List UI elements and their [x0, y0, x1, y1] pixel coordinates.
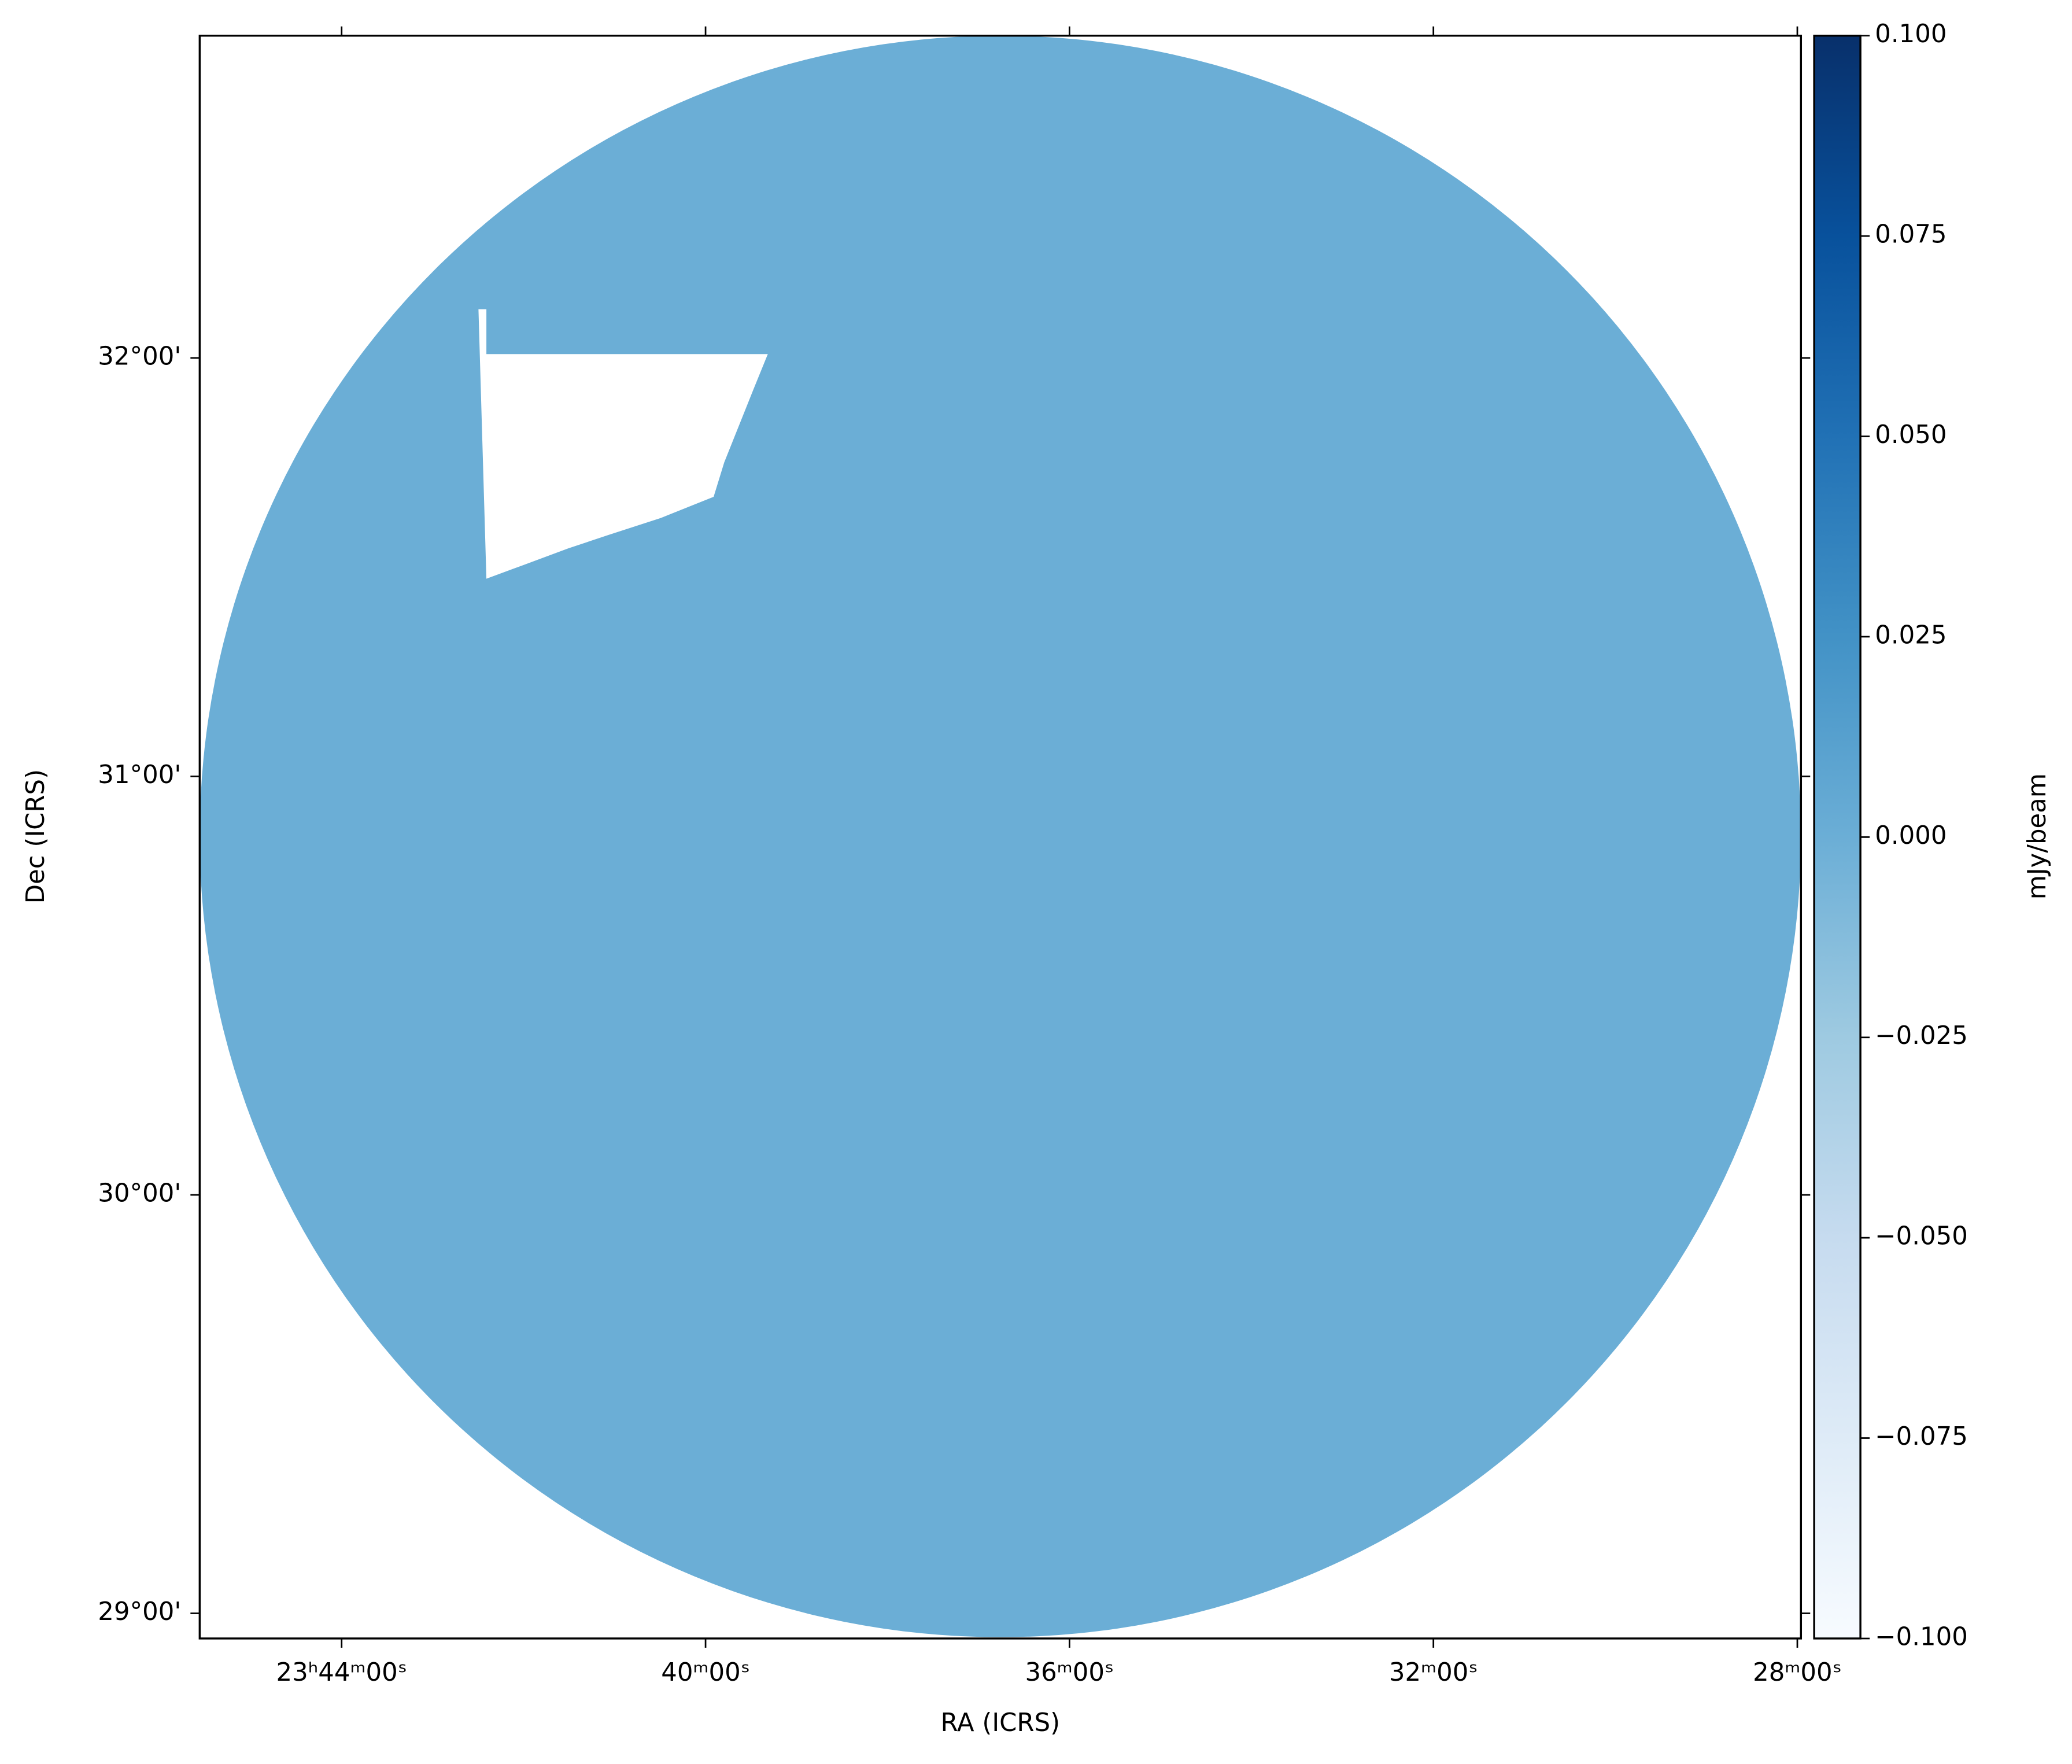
- colorbar-tick-label: −0.025: [1875, 1021, 1968, 1050]
- x-tick-label: 28ᵐ00ˢ: [1753, 1658, 1842, 1687]
- y-tick-label: 30°00': [98, 1179, 181, 1208]
- colorbar-tick-label: −0.100: [1875, 1622, 1968, 1651]
- sky-image: [200, 36, 1801, 1637]
- image-layer: [200, 36, 1801, 1637]
- x-tick-label: 36ᵐ00ˢ: [1025, 1658, 1114, 1687]
- x-tick-label: 23ʰ44ᵐ00ˢ: [276, 1658, 407, 1687]
- plot-frame: [198, 34, 1803, 1640]
- masked-region: [478, 309, 768, 579]
- colorbar-tick-label: 0.075: [1875, 220, 1947, 249]
- y-tick-label: 32°00': [98, 342, 181, 371]
- y-axis-label: Dec (ICRS): [21, 769, 50, 903]
- colorbar-label: mJy/beam: [2023, 773, 2052, 899]
- colorbar-tick-label: 0.000: [1875, 821, 1947, 850]
- colorbar-tick-label: 0.025: [1875, 621, 1947, 649]
- colorbar-tick-label: 0.050: [1875, 420, 1947, 449]
- x-tick-label: 40ᵐ00ˢ: [661, 1658, 750, 1687]
- colorbar-tick-label: 0.100: [1875, 20, 1947, 49]
- y-tick-label: 29°00': [98, 1597, 181, 1626]
- x-tick-label: 32ᵐ00ˢ: [1389, 1658, 1478, 1687]
- x-axis-label: RA (ICRS): [941, 1708, 1061, 1737]
- colorbar-tick-label: −0.075: [1875, 1422, 1968, 1451]
- y-tick-label: 31°00': [98, 761, 181, 789]
- colorbar: [1813, 34, 1862, 1640]
- colorbar-tick-label: −0.050: [1875, 1222, 1968, 1251]
